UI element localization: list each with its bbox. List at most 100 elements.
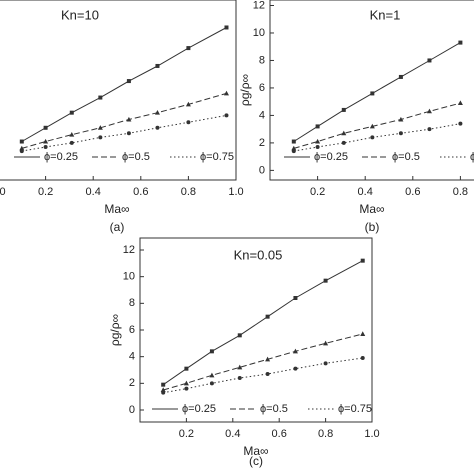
marker — [265, 314, 270, 319]
marker — [69, 140, 74, 145]
x-axis-label: Ma∞ — [243, 444, 268, 458]
y-tick-label: 10 — [253, 27, 265, 39]
legend-label: ϕ=0.75 — [470, 151, 474, 163]
marker — [293, 296, 298, 300]
marker — [292, 348, 298, 354]
x-tick-label: 0.6 — [405, 186, 420, 198]
panel: 0.2 0.4 0.6 0.8 1.0 0 2 4 6 8 10 12 Kn=0.05 Ma∞ ρg/ρ∞ (… — [108, 237, 380, 468]
marker — [341, 107, 346, 112]
marker — [341, 130, 347, 136]
series-line — [21, 114, 227, 152]
marker — [224, 113, 229, 118]
plot-frame — [269, 0, 474, 181]
marker — [43, 138, 49, 144]
marker — [224, 25, 229, 30]
marker — [237, 376, 242, 380]
x-tick-label: 0.2 — [38, 186, 53, 198]
marker — [43, 145, 48, 150]
marker — [183, 380, 189, 386]
marker — [237, 333, 242, 338]
chart-title: Kn=0.05 — [234, 247, 283, 262]
x-tick-label: 1.0 — [228, 186, 243, 198]
marker — [161, 390, 166, 395]
legend-label: ϕ=0.25 — [182, 403, 216, 415]
series-line — [163, 333, 363, 391]
series-line — [21, 27, 227, 142]
marker — [315, 145, 320, 150]
y-tick-label: 4 — [129, 351, 135, 363]
legend-label: ϕ=0.5 — [392, 151, 420, 163]
marker — [457, 100, 463, 106]
marker — [458, 40, 463, 45]
series-line — [163, 357, 363, 394]
marker — [315, 124, 320, 129]
caption: (b) — [365, 220, 380, 234]
marker — [398, 116, 404, 122]
y-tick-label: 10 — [123, 271, 135, 283]
x-tick-label: 0.4 — [358, 186, 373, 198]
marker — [155, 125, 160, 130]
marker — [291, 149, 296, 154]
caption: (a) — [110, 220, 125, 234]
legend-label: ϕ=0.5 — [122, 151, 150, 163]
marker — [315, 138, 321, 144]
marker — [426, 108, 432, 114]
marker — [458, 121, 463, 126]
marker — [186, 120, 191, 125]
y-tick-label: 4 — [259, 109, 265, 121]
marker — [323, 340, 329, 346]
marker — [427, 127, 432, 132]
y-tick-label: 6 — [129, 324, 135, 336]
x-tick-label: 0.2 — [179, 428, 194, 440]
marker — [360, 331, 366, 336]
marker — [69, 131, 75, 137]
y-tick-label: 12 — [123, 244, 135, 256]
marker — [126, 79, 131, 84]
chart-title: Kn=1 — [370, 7, 401, 22]
marker — [360, 356, 365, 360]
marker — [265, 356, 271, 362]
panel: 0.0 0.2 0.4 0.6 0.8 1.0 Kn=10 Ma∞ (a) ϕ=0.25 ϕ=0.5… — [0, 0, 244, 234]
marker — [370, 135, 375, 140]
x-tick-label: 1.0 — [364, 428, 379, 440]
x-tick-label: 0.8 — [318, 428, 333, 440]
plot-frame — [0, 0, 237, 181]
marker — [323, 278, 328, 283]
marker — [97, 125, 103, 130]
x-axis-label: Ma∞ — [359, 202, 384, 216]
marker — [155, 63, 160, 68]
marker — [291, 145, 297, 151]
legend-label: ϕ=0.5 — [260, 403, 288, 415]
marker — [398, 131, 403, 136]
y-tick-label: 6 — [259, 82, 265, 94]
marker — [223, 90, 229, 96]
y-tick-label: 0 — [129, 404, 135, 416]
marker — [98, 95, 103, 100]
marker — [126, 116, 132, 122]
y-axis-label: ρg/ρ∞ — [238, 74, 252, 106]
marker — [341, 140, 346, 145]
marker — [209, 372, 215, 378]
marker — [323, 361, 328, 366]
marker — [43, 125, 48, 130]
x-tick-label: 0.4 — [225, 428, 240, 440]
y-tick-label: 0 — [259, 164, 265, 176]
marker — [184, 386, 189, 391]
marker — [370, 91, 375, 96]
marker — [265, 372, 270, 376]
marker — [98, 135, 103, 140]
legend-label: ϕ=0.75 — [338, 403, 372, 415]
marker — [291, 139, 296, 144]
marker — [186, 46, 191, 51]
y-tick-label: 2 — [259, 137, 265, 149]
x-tick-label: 0.4 — [86, 186, 101, 198]
marker — [19, 145, 25, 151]
x-tick-label: 0.6 — [133, 186, 148, 198]
x-tick-label: 0.2 — [310, 186, 325, 198]
legend-label: ϕ=0.25 — [44, 151, 78, 163]
y-tick-label: 8 — [259, 54, 265, 66]
y-tick-label: 2 — [129, 377, 135, 389]
y-tick-label: 12 — [253, 0, 265, 11]
plot-frame — [139, 237, 373, 423]
marker — [360, 258, 365, 263]
